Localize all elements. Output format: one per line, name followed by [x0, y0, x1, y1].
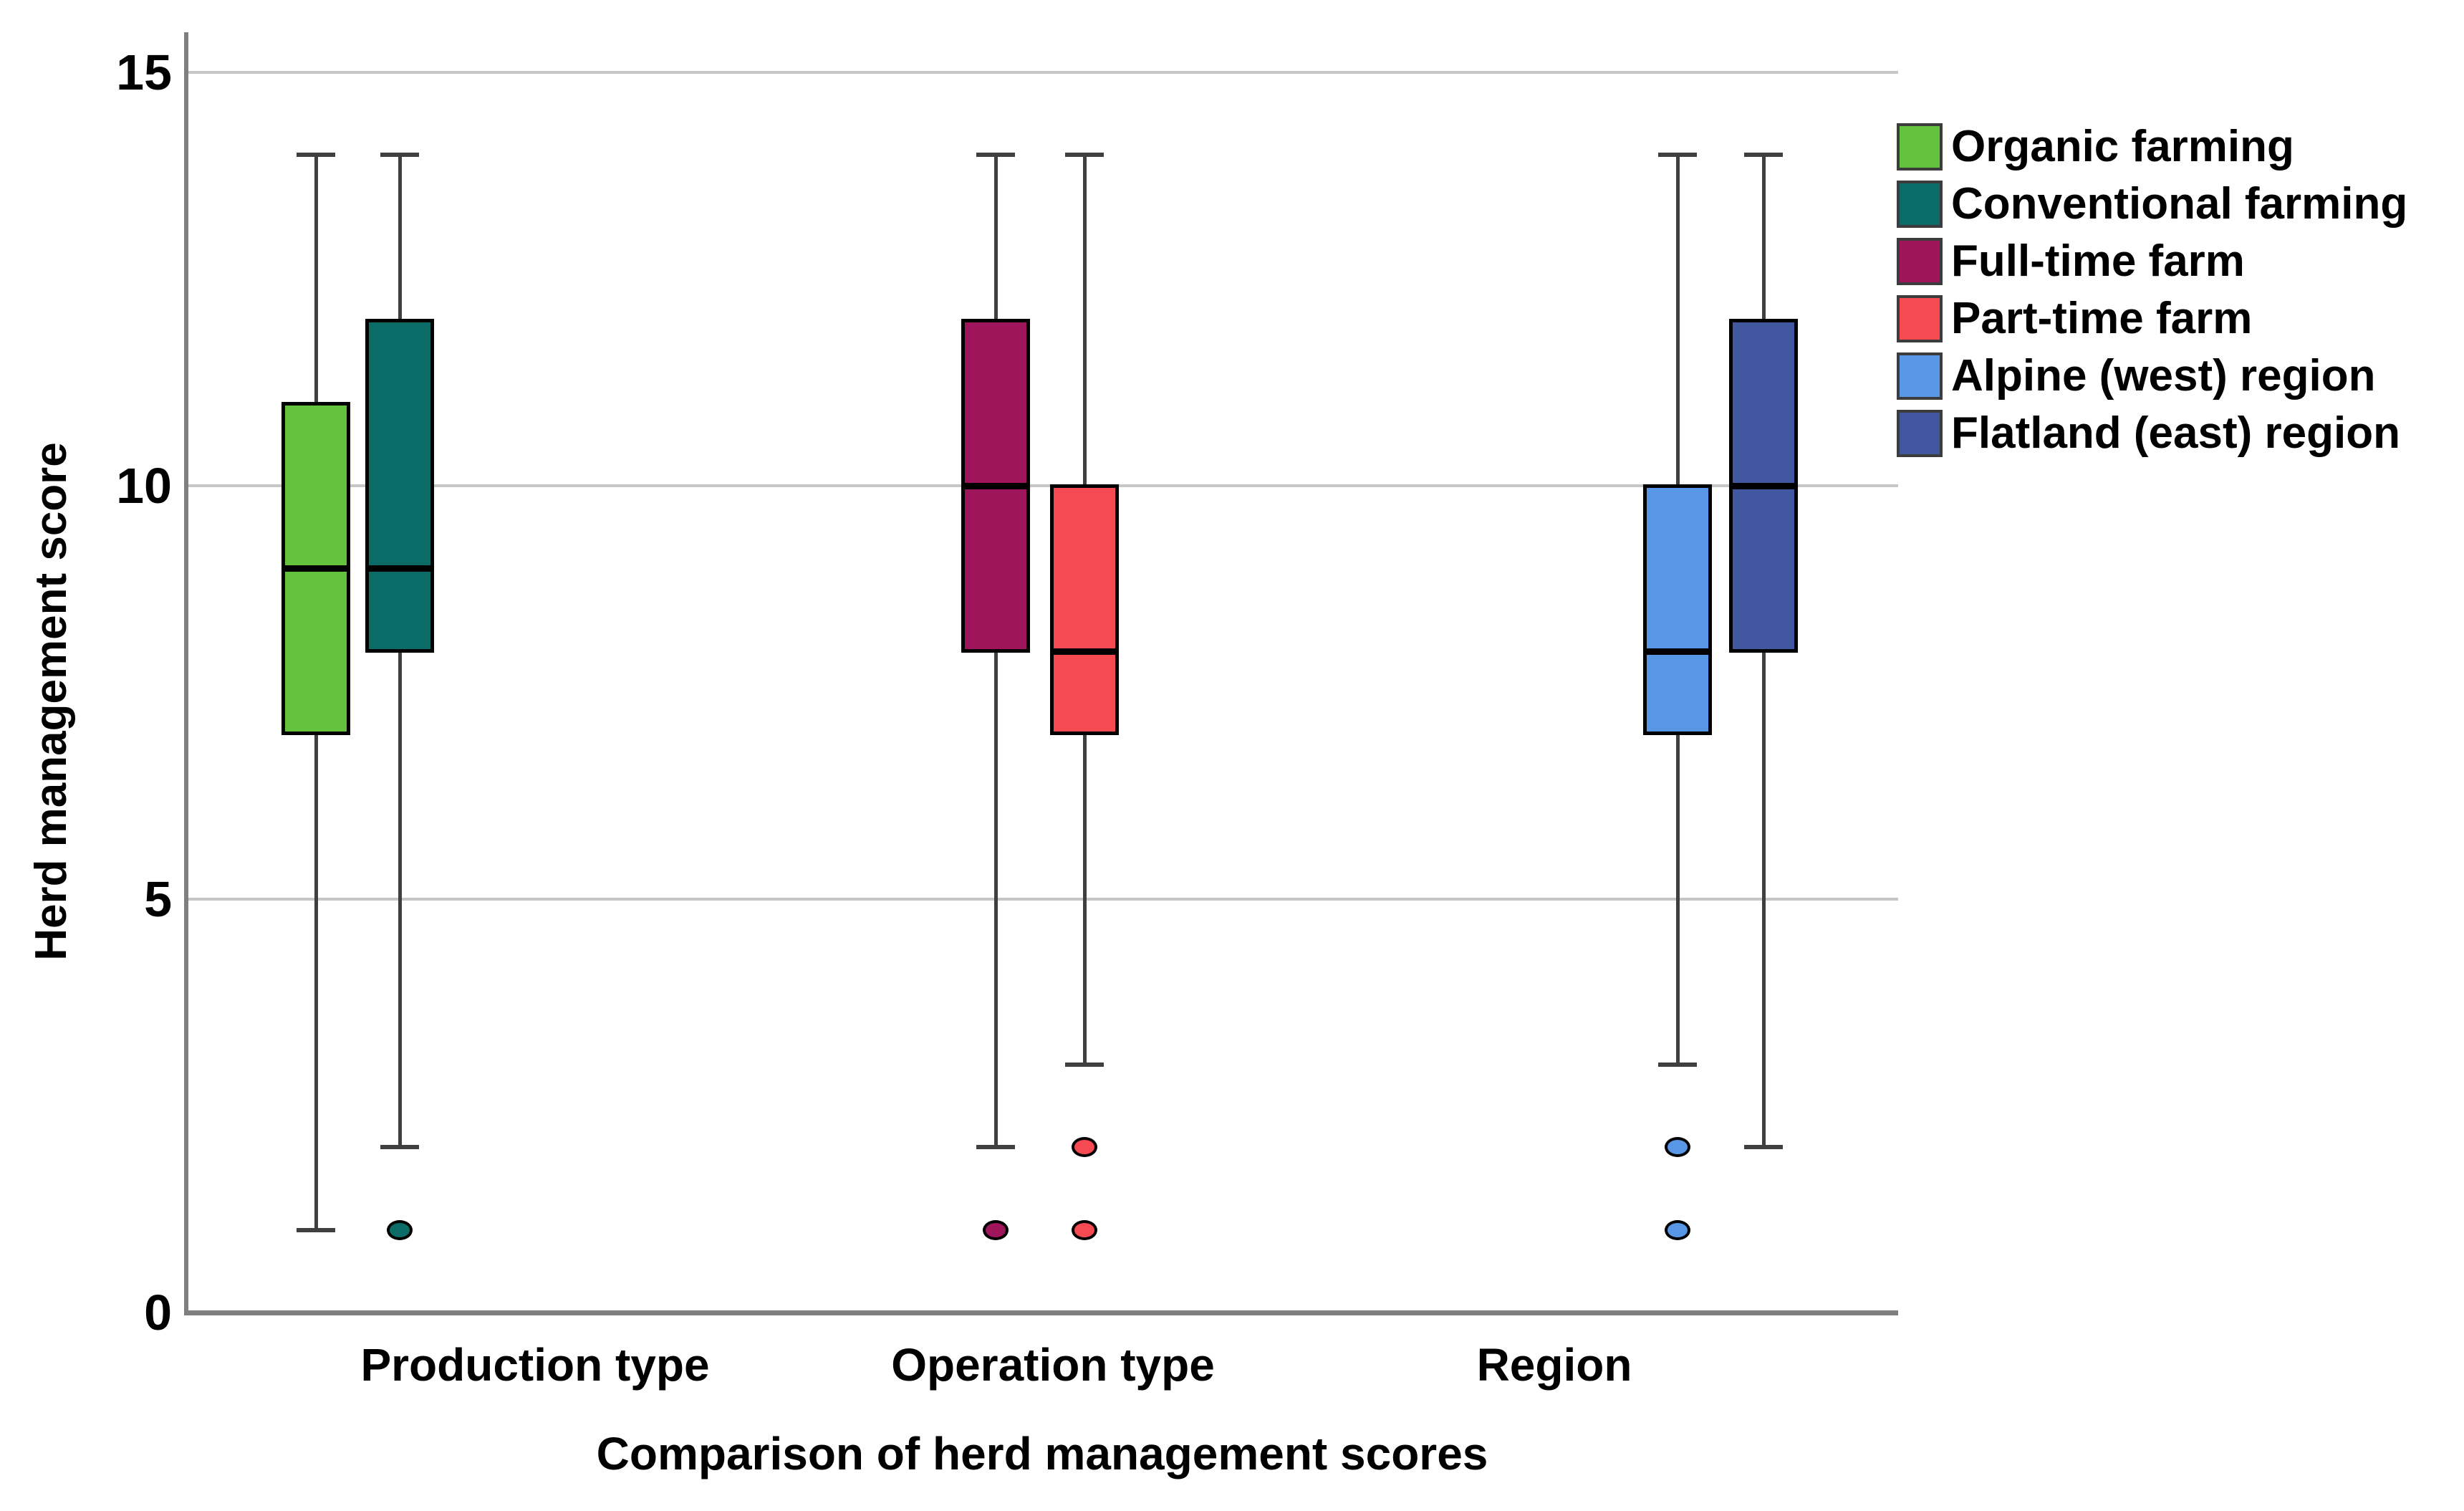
outlier-conventional-farming-1 — [387, 1219, 413, 1240]
whisker-cap-bottom-conventional-farming — [380, 1145, 419, 1150]
whisker-cap-top-flatland-east-region — [1744, 153, 1783, 158]
whisker-cap-bottom-alpine-west-region — [1658, 1062, 1697, 1067]
legend-swatch-alpine-west-region — [1897, 352, 1943, 400]
whisker-cap-top-conventional-farming — [380, 153, 419, 158]
whisker-cap-bottom-part-time-farm — [1065, 1062, 1104, 1067]
outlier-alpine-west-region-2 — [1665, 1137, 1690, 1158]
whisker-cap-top-alpine-west-region — [1658, 153, 1697, 158]
legend-label-conventional-farming: Conventional farming — [1951, 179, 2408, 229]
y-tick-label-0: 0 — [144, 1285, 172, 1340]
y-tick-label-15: 15 — [116, 44, 172, 100]
median-flatland-east-region — [1729, 483, 1798, 489]
median-conventional-farming — [365, 565, 434, 572]
gridline-10 — [186, 484, 1898, 487]
category-label-production-type: Production type — [360, 1339, 710, 1391]
category-label-operation-type: Operation type — [891, 1339, 1215, 1391]
x-axis-line — [184, 1310, 1898, 1315]
legend-label-organic-farming: Organic farming — [1951, 122, 2294, 171]
gridline-15 — [186, 71, 1898, 74]
legend-swatch-full-time-farm — [1897, 238, 1943, 285]
x-axis-title: Comparison of herd management scores — [596, 1428, 1488, 1479]
legend-swatch-flatland-east-region — [1897, 410, 1943, 457]
legend-label-flatland-east-region: Flatland (east) region — [1951, 408, 2400, 458]
legend-swatch-part-time-farm — [1897, 295, 1943, 342]
gridline-5 — [186, 898, 1898, 901]
y-tick-label-5: 5 — [144, 871, 172, 927]
legend-label-part-time-farm: Part-time farm — [1951, 294, 2253, 343]
whisker-cap-bottom-flatland-east-region — [1744, 1145, 1783, 1150]
whisker-cap-top-full-time-farm — [976, 153, 1015, 158]
y-axis-line — [184, 32, 188, 1315]
outlier-part-time-farm-1 — [1072, 1219, 1097, 1240]
box-conventional-farming — [365, 319, 434, 653]
legend-swatch-conventional-farming — [1897, 181, 1943, 228]
whisker-cap-bottom-full-time-farm — [976, 1145, 1015, 1150]
median-part-time-farm — [1050, 648, 1119, 655]
median-alpine-west-region — [1643, 648, 1712, 655]
outlier-alpine-west-region-1 — [1665, 1219, 1690, 1240]
outlier-part-time-farm-2 — [1072, 1137, 1097, 1158]
whisker-cap-bottom-organic-farming — [297, 1227, 335, 1232]
legend-label-full-time-farm: Full-time farm — [1951, 236, 2245, 286]
y-tick-label-10: 10 — [116, 458, 172, 514]
median-full-time-farm — [961, 483, 1030, 489]
category-label-region: Region — [1476, 1339, 1632, 1391]
box-alpine-west-region — [1643, 484, 1712, 736]
median-organic-farming — [281, 565, 350, 572]
y-axis-title: Herd management score — [27, 442, 76, 961]
whisker-cap-top-organic-farming — [297, 153, 335, 158]
whisker-cap-top-part-time-farm — [1065, 153, 1104, 158]
legend-label-alpine-west-region: Alpine (west) region — [1951, 351, 2376, 400]
outlier-full-time-farm-1 — [983, 1219, 1009, 1240]
legend-swatch-organic-farming — [1897, 123, 1943, 171]
box-part-time-farm — [1050, 484, 1119, 736]
